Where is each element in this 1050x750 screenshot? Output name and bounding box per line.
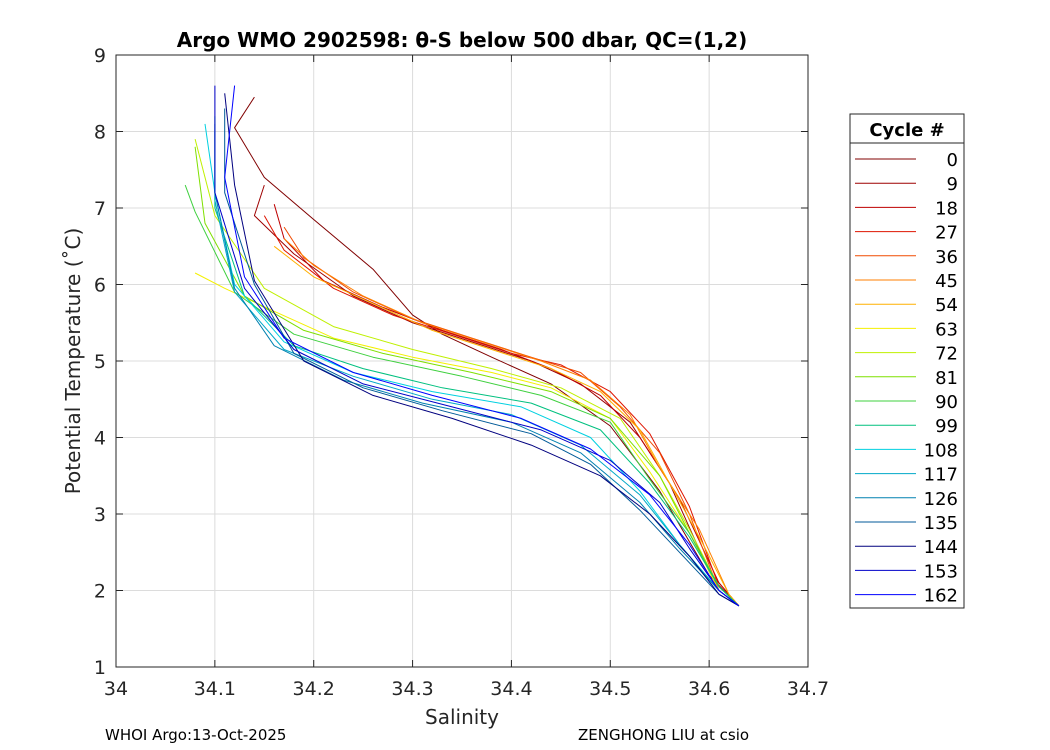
y-tick-label: 7: [94, 198, 106, 220]
legend-label-135: 135: [924, 513, 958, 534]
legend-label-27: 27: [935, 223, 958, 244]
series-line-144: [224, 93, 740, 607]
y-axis-label: Potential Temperature (˚C): [61, 228, 85, 495]
series-line-135: [224, 108, 740, 607]
legend-label-81: 81: [935, 368, 958, 389]
legend-label-108: 108: [924, 440, 958, 461]
legend-items: 0 9 18 27 36 45 54 63 72 81 90 99 108 117 126 135 144 153…: [855, 150, 958, 607]
y-tick-label: 3: [94, 504, 106, 526]
legend-label-9: 9: [947, 174, 958, 195]
series-line-45: [283, 238, 740, 607]
legend-label-63: 63: [935, 319, 958, 340]
series-line-72: [194, 138, 740, 607]
legend: Cycle # 0 9 18 27 36 45 54 63 72 81 90 99 108 117 126 1…: [849, 113, 965, 609]
x-tick-label: 34.1: [194, 678, 236, 700]
legend-title: Cycle #: [869, 120, 944, 141]
y-tick-label: 9: [94, 45, 106, 67]
y-tick-label: 2: [94, 581, 106, 603]
legend-label-18: 18: [935, 198, 958, 219]
x-tick-label: 34.5: [589, 678, 631, 700]
x-tick-label: 34: [104, 678, 128, 700]
series-line-126: [214, 123, 740, 607]
legend-label-99: 99: [935, 416, 958, 437]
series-line-162: [224, 85, 740, 607]
legend-label-54: 54: [935, 295, 958, 316]
x-tick-label: 34.4: [490, 678, 532, 700]
series-line-99: [214, 116, 740, 607]
legend-label-0: 0: [947, 150, 958, 171]
legend-label-126: 126: [924, 489, 958, 510]
y-tick-label: 6: [94, 275, 106, 297]
series-line-9: [253, 184, 740, 607]
legend-label-153: 153: [924, 561, 958, 582]
y-tick-label: 1: [94, 657, 106, 679]
legend-label-72: 72: [935, 344, 958, 365]
legend-label-36: 36: [935, 247, 958, 268]
series-line-90: [184, 184, 740, 607]
series-line-153: [214, 85, 740, 607]
legend-label-90: 90: [935, 392, 958, 413]
legend-label-162: 162: [924, 586, 958, 607]
x-tick-label: 34.3: [391, 678, 433, 700]
y-tick-label: 5: [94, 351, 106, 373]
legend-label-45: 45: [935, 271, 958, 292]
data-series-group: [184, 85, 740, 607]
legend-box: [849, 113, 965, 609]
x-tick-label: 34.7: [787, 678, 829, 700]
legend-label-144: 144: [924, 537, 958, 558]
x-axis-label: Salinity: [425, 705, 499, 729]
series-line-0: [234, 96, 740, 607]
footer-right-text: ZENGHONG LIU at csio: [578, 726, 750, 744]
y-tick-label: 4: [94, 428, 106, 450]
series-line-54: [273, 245, 740, 607]
y-tick-label: 8: [94, 122, 106, 144]
legend-label-117: 117: [924, 465, 958, 486]
x-tick-label: 34.2: [293, 678, 335, 700]
x-tick-label: 34.6: [688, 678, 730, 700]
chart-title: Argo WMO 2902598: θ-S below 500 dbar, QC…: [177, 28, 747, 52]
series-line-36: [283, 226, 740, 607]
footer-left-text: WHOI Argo:13-Oct-2025: [105, 726, 287, 744]
